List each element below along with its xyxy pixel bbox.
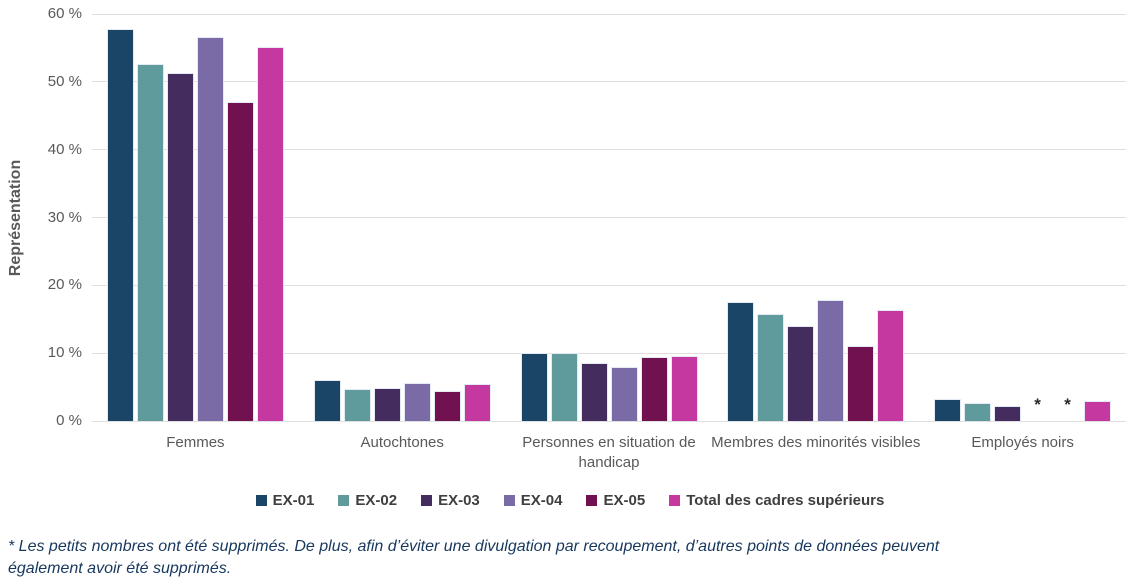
bar-EX-05-Femmes [226,102,254,421]
y-tick-label-40: 40 % [47,140,82,158]
bar-EX-01-Femmes [106,28,134,421]
y-axis-title: Représentation [7,159,24,277]
gridline-20 [92,284,1126,286]
legend-item-EX-05: EX-05 [586,492,645,509]
category-label-Femmes: Femmes [166,434,225,451]
suppressed-marker-EX-04-Employés noirs: * [1034,395,1041,414]
category-label-Membres des minorités visibles: Membres des minorités visibles [711,434,921,451]
gridline-30 [92,217,1126,218]
bar-EX-03-Membres des minorités visibles [787,326,815,421]
bar-EX-02-Autochtones [343,389,371,421]
footnote: * Les petits nombres ont été supprimés. … [8,538,940,577]
legend-item-EX-03: EX-03 [421,492,480,509]
bar-EX-05-Autochtones [433,391,461,421]
bar-EX-04-Autochtones [403,383,431,421]
y-tick-label-30: 30 % [47,208,82,226]
legend-item-Total des cadres supérieurs: Total des cadres supérieurs [669,492,884,509]
bar-Total des cadres supérieurs-Membres des minorités visibles [877,309,905,421]
legend-swatch-icon [338,495,350,506]
bar-EX-03-Personnes en situation de handicap [580,363,608,421]
legend-item-EX-02: EX-02 [338,492,397,509]
legend-swatch-icon [255,495,267,506]
y-tick-label-20: 20 % [47,276,82,294]
legend-item-EX-04: EX-04 [503,492,563,509]
legend-label: EX-02 [355,492,398,509]
bar-EX-04-Personnes en situation de handicap [610,366,638,421]
bar-EX-04-Femmes [196,37,224,421]
legend-label: EX-01 [272,492,315,509]
legend-swatch-icon [586,495,598,506]
y-tick-label-10: 10 % [47,344,82,362]
bar-Total des cadres supérieurs-Femmes [256,46,284,421]
bar-EX-05-Membres des minorités visibles [847,346,875,421]
legend: EX-01 EX-02 EX-03 EX-04 EX-05 Total des cadre… [0,492,1140,509]
gridline-60 [92,13,1126,15]
legend-swatch-icon [669,495,681,506]
y-tick-label-50: 50 % [47,72,82,90]
bar-EX-01-Membres des minorités visibles [727,301,755,421]
gridline-0 [92,420,1126,422]
bar-Total des cadres supérieurs-Autochtones [463,383,491,421]
bar-EX-05-Personnes en situation de handicap [640,356,668,421]
legend-label: EX-04 [520,492,563,509]
gridline-10 [92,352,1126,354]
category-label-Employés noirs: Employés noirs [971,434,1074,451]
bar-EX-01-Personnes en situation de handicap [520,352,548,421]
bar-EX-03-Femmes [166,73,194,421]
gridline-40 [92,149,1126,151]
bar-EX-01-Employés noirs [934,398,962,421]
bar-EX-03-Autochtones [373,387,401,421]
bar-EX-02-Employés noirs [964,402,992,421]
bar-Total des cadres supérieurs-Employés noirs [1084,400,1112,421]
plot-area: * * [92,13,1126,422]
bar-EX-02-Membres des minorités visibles [757,313,785,421]
legend-item-EX-01: EX-01 [255,492,315,509]
suppressed-marker-EX-05-Employés noirs: * [1064,395,1071,414]
category-label-Autochtones: Autochtones [360,434,444,451]
category-label-Personnes en situation de handicap: Personnes en situation de handicap [522,434,696,471]
legend-swatch-icon [421,495,433,506]
legend-label: Total des cadres supérieurs [686,492,885,509]
bar-EX-02-Personnes en situation de handicap [550,353,578,421]
legend-swatch-icon [503,495,515,506]
bar-EX-01-Autochtones [313,380,341,421]
y-tick-label-60: 60 % [47,5,82,22]
bar-EX-02-Femmes [136,63,164,421]
y-tick-label-0: 0 % [56,412,82,429]
bar-EX-04-Membres des minorités visibles [817,300,845,421]
legend-label: EX-05 [603,492,646,509]
gridline-50 [92,81,1126,83]
bar-EX-03-Employés noirs [994,406,1022,421]
legend-label: EX-03 [438,492,480,509]
bar-Total des cadres supérieurs-Personnes en situation de handicap [670,355,698,421]
